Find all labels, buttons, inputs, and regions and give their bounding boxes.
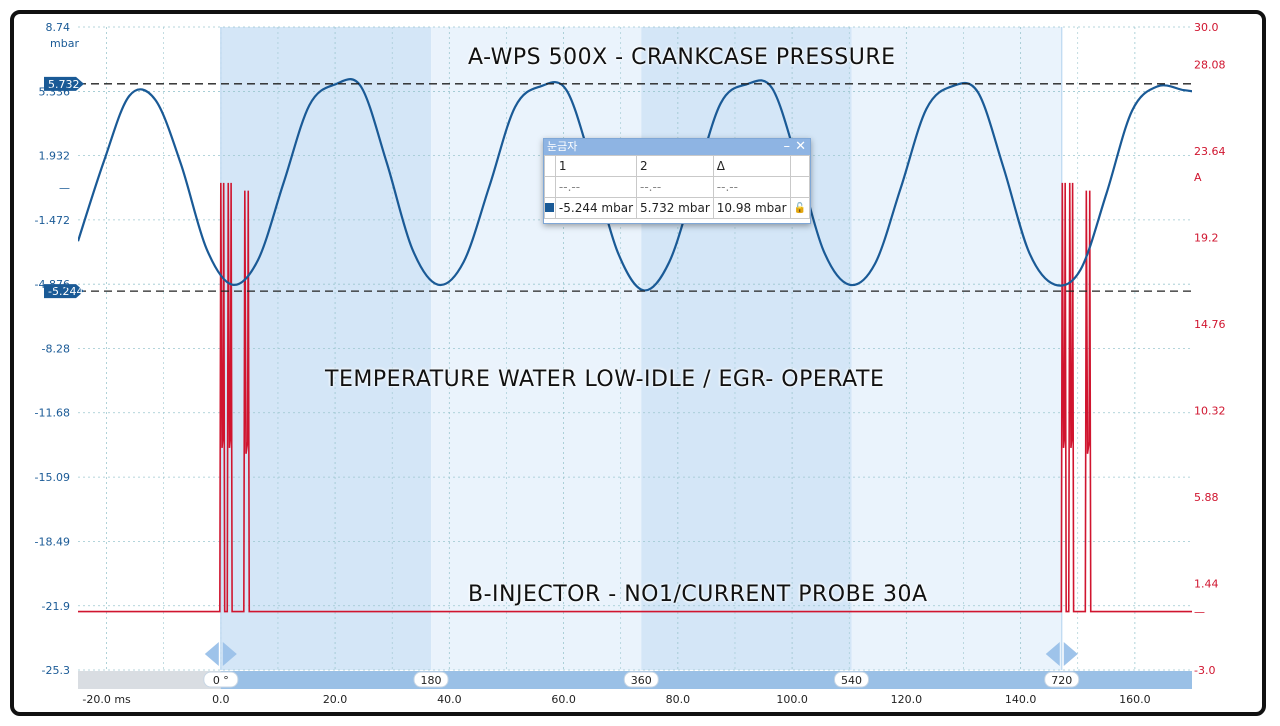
ruler-a-2: 5.732 mbar — [636, 197, 714, 219]
ruler-table: 1 2 Δ --.-- --.-- --.-- -5.244 mbar 5.73… — [544, 155, 811, 219]
right-axis-tick-label-2: 23.64 — [1194, 145, 1226, 158]
x-tick-label-6: 100.0 — [776, 693, 808, 706]
shaded-region-1 — [431, 27, 642, 670]
angle-marker-label-4: 720 — [1051, 674, 1072, 687]
value-ruler-label-1: -5.244 — [48, 285, 83, 298]
right-axis-tick-label-8: — — [1194, 606, 1205, 619]
left-axis-tick-label-2: 1.932 — [39, 150, 71, 163]
x-tick-label-5: 80.0 — [666, 693, 691, 706]
ruler-header-2: 2 — [636, 155, 714, 177]
right-axis-tick-label-3: 19.2 — [1194, 231, 1219, 244]
left-axis-tick-label-11: -25.3 — [42, 664, 70, 677]
series-b-trace — [78, 182, 1192, 613]
left-axis-unit: mbar — [50, 37, 79, 50]
series-b-line — [78, 182, 1192, 613]
ruler-handle-right-icon[interactable] — [222, 642, 237, 666]
x-tick-label-2: 20.0 — [323, 693, 348, 706]
x-tick-label-4: 60.0 — [551, 693, 576, 706]
right-axis-unit: A — [1194, 171, 1202, 184]
x-tick-label-1: 0.0 — [212, 693, 230, 706]
angle-marker-label-1: 180 — [421, 674, 442, 687]
ruler-handle-right-icon[interactable] — [1063, 642, 1078, 666]
ruler-empty-1: --.-- — [554, 176, 638, 198]
value-ruler-tag-0[interactable] — [44, 76, 84, 91]
ruler-empty-swatch — [544, 176, 556, 198]
angle-shading — [220, 27, 1062, 670]
ruler-handle-left-icon[interactable] — [204, 642, 219, 666]
right-axis-tick-label-4: 14.76 — [1194, 318, 1226, 331]
value-ruler-tag-1[interactable] — [44, 284, 84, 299]
x-tick-label-3: 40.0 — [437, 693, 462, 706]
left-axis-tick-label-3: — — [59, 181, 70, 194]
ruler-empty-end — [789, 176, 811, 198]
angle-marker-pill-3[interactable] — [834, 671, 870, 688]
ruler-a-delta: 10.98 mbar — [712, 197, 791, 219]
angle-marker-pill-4[interactable] — [1044, 671, 1080, 688]
ruler-header-1: 1 — [554, 155, 638, 177]
left-axis-tick-label-6: -8.28 — [42, 343, 70, 356]
right-axis-tick-label-6: 5.88 — [1194, 491, 1219, 504]
shaded-region-3 — [851, 27, 1062, 670]
ruler-handle-left-icon[interactable] — [1045, 642, 1060, 666]
ruler-panel-title: 눈금자 — [547, 140, 578, 153]
annotation-bottom: B-INJECTOR - NO1/CURRENT PROBE 30A — [468, 582, 928, 607]
right-axis-tick-label-1: 28.08 — [1194, 58, 1226, 71]
ruler-row-a: -5.244 mbar 5.732 mbar 10.98 mbar 🔓 — [544, 197, 811, 219]
ruler-panel-titlebar[interactable]: 눈금자 – ✕ — [544, 139, 810, 155]
angle-marker-label-2: 360 — [631, 674, 652, 687]
value-rulers: 5.732 -5.244 — [44, 76, 1192, 299]
left-axis-tick-label-8: -15.09 — [35, 471, 70, 484]
channel-a-swatch — [544, 197, 556, 219]
right-axis: A 30.0 28.08 23.64 19.2 14.76 10.32 5.88 1.44 — -3… — [1194, 21, 1226, 677]
left-axis-tick-label-9: -18.49 — [35, 535, 70, 548]
angle-marker-label-3: 540 — [841, 674, 862, 687]
x-tick-label-8: 140.0 — [1005, 693, 1037, 706]
time-bar-active[interactable] — [220, 671, 1193, 689]
x-tick-label-7: 120.0 — [891, 693, 923, 706]
angle-marker-pill-1[interactable] — [413, 671, 449, 688]
x-tick-label-0: -20.0 ms — [82, 693, 131, 706]
annotation-middle: TEMPERATURE WATER LOW-IDLE / EGR- OPERAT… — [325, 367, 885, 392]
value-ruler-label-0: 5.732 — [48, 78, 80, 91]
left-axis-tick-label-10: -21.9 — [42, 600, 70, 613]
close-icon[interactable]: ✕ — [795, 139, 806, 154]
series-a-line — [78, 78, 1192, 292]
ruler-header-delta: Δ — [712, 155, 791, 177]
angle-marker-label-0: 0 ° — [213, 674, 229, 687]
ruler-header-blank-end — [789, 155, 811, 177]
left-axis-tick-label-5: -4.876 — [35, 278, 70, 291]
ruler-panel[interactable]: 눈금자 – ✕ 1 2 Δ --.-- --.-- --.-- -5.244 m… — [543, 138, 811, 224]
left-axis-tick-label-0: 8.74 — [46, 21, 71, 34]
angle-marker-pill-2[interactable] — [623, 671, 659, 688]
shaded-region-2 — [641, 27, 852, 670]
lock-icon[interactable]: 🔓 — [789, 197, 811, 219]
time-axis: 0 ° 180 360 540 720 -20.0 ms 0.0 20.0 40.0 60.0 80… — [78, 671, 1193, 706]
left-axis-tick-label-7: -11.68 — [35, 407, 70, 420]
ruler-header-row: 1 2 Δ — [544, 155, 811, 177]
right-axis-tick-label-9: -3.0 — [1194, 664, 1215, 677]
angle-marker-pill-0[interactable] — [203, 671, 239, 688]
right-axis-tick-label-7: 1.44 — [1194, 577, 1219, 590]
annotation-top: A-WPS 500X - CRANKCASE PRESSURE — [468, 45, 896, 70]
ruler-empty-delta: --.-- — [712, 176, 791, 198]
ruler-header-blank — [544, 155, 556, 177]
left-axis-tick-label-4: -1.472 — [35, 214, 70, 227]
ruler-a-1: -5.244 mbar — [554, 197, 638, 219]
right-axis-tick-label-0: 30.0 — [1194, 21, 1219, 34]
minimize-icon[interactable]: – — [783, 139, 791, 154]
shaded-region-0 — [220, 27, 432, 670]
left-axis: mbar 8.74 5.336 1.932 — -1.472 -4.876 -8.28 -11.… — [35, 21, 80, 677]
left-axis-tick-label-1: 5.336 — [39, 85, 71, 98]
series-a-trace — [78, 78, 1192, 292]
x-tick-label-9: 160.0 — [1119, 693, 1151, 706]
grid-lines — [78, 26, 1192, 671]
right-axis-tick-label-5: 10.32 — [1194, 404, 1226, 417]
ruler-row-empty: --.-- --.-- --.-- — [544, 176, 811, 198]
ruler-empty-2: --.-- — [636, 176, 714, 198]
